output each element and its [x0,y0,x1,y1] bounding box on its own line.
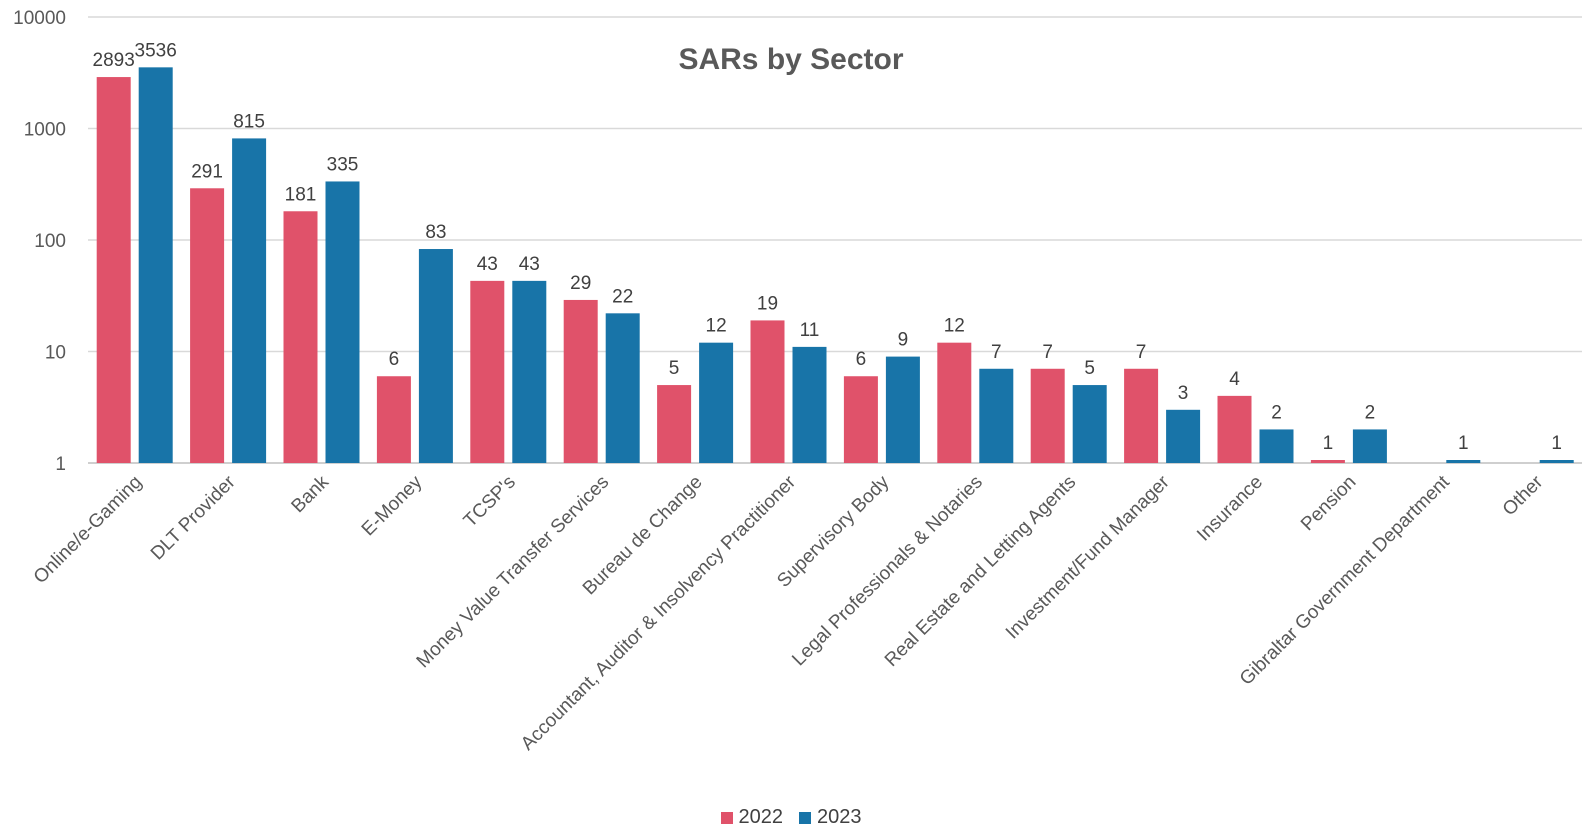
bar-2023-8 [885,356,920,463]
data-label-2022-1: 291 [191,161,223,182]
data-label-2023-14: 1 [1458,433,1469,454]
bar-2023-7 [792,346,827,463]
bar-2023-12 [1259,429,1294,463]
data-label-2023-9: 7 [991,342,1002,363]
bar-2022-0 [96,77,131,464]
data-label-2023-15: 1 [1551,433,1562,454]
legend-swatch-2023 [799,811,811,824]
bar-2023-1 [232,138,267,463]
bar-2023-4 [512,280,547,463]
bar-2022-1 [190,188,225,463]
category-label-4: TCSP's [460,472,520,532]
category-label-2: Bank [288,471,334,517]
data-label-2022-5: 29 [570,273,591,294]
y-tick-label-10: 10 [45,343,66,364]
bar-2022-2 [283,211,318,463]
bar-2022-5 [563,299,598,463]
bar-2022-11 [1124,368,1159,463]
y-tick-label-100: 100 [34,231,66,252]
data-label-2023-6: 12 [706,316,727,337]
data-label-2022-12: 4 [1229,369,1240,390]
y-tick-label-1: 1 [55,454,66,475]
category-label-10: Real Estate and Letting Agents [881,472,1080,671]
bar-2023-0 [138,67,173,463]
category-label-14: Gibraltar Government Department [1236,471,1454,689]
category-label-3: E-Money [358,471,427,540]
legend-item-2023: 2023 [799,806,862,829]
data-label-2022-0: 2893 [93,50,135,71]
bar-2023-10 [1072,385,1107,463]
data-label-2023-13: 2 [1365,402,1376,423]
category-label-13: Pension [1297,472,1360,535]
data-label-2023-5: 22 [612,286,633,307]
data-label-2022-6: 5 [669,358,680,379]
bar-2022-8 [843,376,878,463]
data-label-2022-4: 43 [477,254,498,275]
data-label-2022-3: 6 [389,349,400,370]
bar-2022-7 [750,320,785,463]
category-label-15: Other [1499,471,1548,520]
category-label-5: Money Value Transfer Services [413,472,614,673]
data-label-2022-8: 6 [856,349,867,370]
bar-2023-6 [699,342,734,463]
data-label-2023-0: 3536 [135,40,177,61]
bar-2023-9 [979,368,1014,463]
data-label-2022-7: 19 [757,293,778,314]
bar-2023-14 [1446,460,1481,463]
data-label-2023-1: 815 [233,111,265,132]
data-label-2023-7: 11 [800,320,820,341]
bar-2023-3 [418,249,453,463]
category-label-0: Online/e-Gaming [30,472,146,588]
data-label-2022-11: 7 [1136,342,1147,363]
y-tick-label-10000: 10000 [13,8,66,29]
bar-2023-11 [1166,409,1201,463]
data-label-2023-10: 5 [1084,358,1095,379]
data-label-2022-2: 181 [285,184,317,205]
category-label-1: DLT Provider [147,471,240,564]
data-label-2023-2: 335 [327,154,359,175]
data-label-2023-4: 43 [519,254,540,275]
category-label-9: Legal Professionals & Notaries [788,472,987,671]
legend-swatch-2022 [720,811,733,824]
bar-2022-6 [657,385,692,463]
legend: 2022 2023 [0,806,1582,829]
bar-2023-5 [605,313,640,463]
y-tick-label-1000: 1000 [24,120,66,141]
category-label-12: Insurance [1193,472,1267,546]
legend-label-2023: 2023 [817,806,862,828]
data-label-2023-3: 83 [425,222,446,243]
legend-item-2022: 2022 [720,806,784,829]
category-label-11: Investment/Fund Manager [1002,471,1174,643]
data-label-2022-13: 1 [1323,433,1334,454]
bar-2023-2 [325,181,360,463]
bar-2023-15 [1539,460,1574,463]
data-label-2023-11: 3 [1178,383,1189,404]
bar-2022-4 [470,280,505,463]
legend-label-2022: 2022 [738,806,784,828]
bar-2022-3 [376,376,411,463]
data-label-2023-12: 2 [1271,402,1282,423]
bar-2022-10 [1030,368,1065,463]
bar-2022-13 [1310,460,1345,463]
bar-2022-12 [1217,395,1252,463]
bar-2022-9 [937,342,972,463]
data-label-2023-8: 9 [898,330,909,351]
bar-2023-13 [1352,429,1387,463]
data-label-2022-10: 7 [1042,342,1053,363]
data-label-2022-9: 12 [944,316,965,337]
